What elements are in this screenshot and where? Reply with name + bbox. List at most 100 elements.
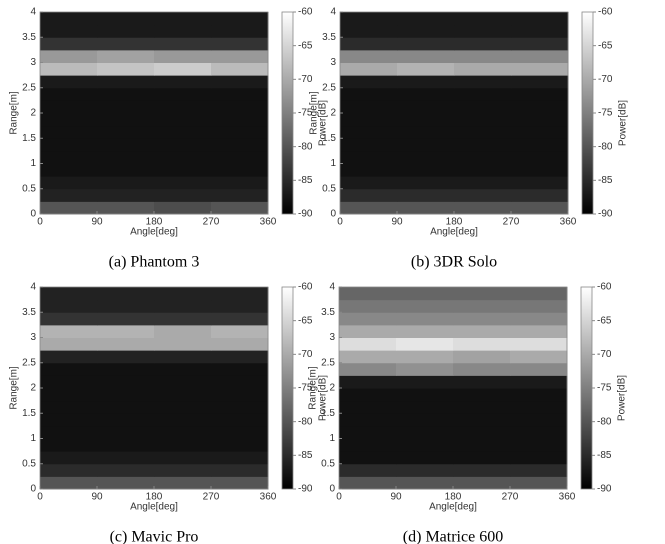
heatmap-cell (97, 125, 155, 139)
heatmap-cell (397, 150, 455, 164)
x-tick-label: 0 (336, 492, 342, 503)
heatmap-cell (97, 299, 155, 313)
heatmap-cell (510, 463, 568, 477)
x-tick-label: 360 (260, 492, 277, 503)
colorbar-tick-label: -70 (597, 349, 612, 360)
heatmap-cell (510, 299, 568, 313)
heatmap-cell (40, 476, 98, 490)
heatmap-cell (339, 287, 397, 301)
heatmap-cell (340, 150, 398, 164)
y-tick-label: 3.5 (22, 307, 36, 318)
heatmap-cell (397, 75, 455, 89)
x-tick-label: 360 (560, 217, 577, 228)
heatmap-cell (154, 138, 212, 152)
heatmap-cell (154, 312, 212, 326)
heatmap-cell (339, 324, 397, 338)
heatmap-cell (40, 388, 98, 402)
x-tick-label: 180 (146, 217, 163, 228)
heatmap-cell (510, 375, 568, 389)
heatmap-cell (97, 463, 155, 477)
heatmap-cell (154, 125, 212, 139)
heatmap-cell (40, 337, 98, 351)
x-tick-label: 360 (559, 492, 576, 503)
x-tick-label: 90 (390, 492, 402, 503)
heatmap-cell (453, 362, 511, 376)
heatmap-cell (97, 163, 155, 177)
heatmap-cell (211, 350, 269, 364)
heatmap-cell (339, 350, 397, 364)
heatmap-cell (40, 425, 98, 439)
heatmap-cell (40, 299, 98, 313)
heatmap-cell (211, 49, 269, 63)
heatmap-cell (511, 12, 569, 26)
heatmap-cell (339, 388, 397, 402)
heatmap-cell (453, 463, 511, 477)
heatmap-cell (97, 388, 155, 402)
heatmap-cell (97, 150, 155, 164)
y-axis-label: Range[m] (9, 366, 20, 410)
colorbar-label: Power[dB] (318, 100, 329, 146)
colorbar-tick-label: -65 (298, 315, 313, 326)
heatmap-cell (211, 100, 269, 114)
heatmap-cell (510, 312, 568, 326)
heatmap-cell (396, 350, 454, 364)
heatmap-cell (154, 37, 212, 51)
heatmap-cell (211, 375, 269, 389)
y-tick-label: 1 (30, 158, 36, 169)
heatmap-cell (396, 451, 454, 465)
heatmap-cell (339, 312, 397, 326)
heatmap-cell (154, 87, 212, 101)
heatmap-cell (40, 176, 98, 190)
heatmap-cell (154, 75, 212, 89)
heatmap-cell (40, 62, 98, 76)
heatmap-cell (40, 312, 98, 326)
y-tick-label: 0.5 (321, 458, 335, 469)
heatmap-cell (97, 75, 155, 89)
heatmap-cell (454, 12, 512, 26)
heatmap-cell (340, 113, 398, 127)
colorbar-tick-label: -80 (598, 141, 613, 152)
heatmap-cell (154, 12, 212, 26)
heatmap-cell (40, 125, 98, 139)
heatmap-cell (340, 100, 398, 114)
colorbar-tick-label: -90 (298, 209, 313, 220)
heatmap-cell (396, 287, 454, 301)
heatmap-cell (97, 113, 155, 127)
heatmap-cell (211, 176, 269, 190)
heatmap-cell (453, 438, 511, 452)
y-tick-label: 1 (329, 433, 335, 444)
heatmap-cell (211, 388, 269, 402)
heatmap-cell (211, 425, 269, 439)
heatmap-cell (397, 100, 455, 114)
heatmap-cell (40, 451, 98, 465)
heatmap-cell (211, 163, 269, 177)
heatmap-cell (211, 113, 269, 127)
y-tick-label: 2 (330, 108, 336, 119)
heatmap-cell (40, 375, 98, 389)
colorbar-label: Power[dB] (617, 375, 628, 421)
heatmap-cell (454, 150, 512, 164)
y-tick-label: 3.5 (322, 32, 336, 43)
colorbar-tick-label: -90 (298, 484, 313, 495)
y-tick-label: 0.5 (22, 183, 36, 194)
heatmap-cell (454, 37, 512, 51)
heatmap-cell (154, 463, 212, 477)
heatmap-cell (340, 24, 398, 38)
heatmap-cell (511, 37, 569, 51)
heatmap-cell (211, 24, 269, 38)
heatmap-cell (340, 188, 398, 202)
heatmap-cell (211, 188, 269, 202)
heatmap-cell (339, 337, 397, 351)
heatmap-cell (396, 425, 454, 439)
heatmap-cell (397, 138, 455, 152)
colorbar-tick-label: -90 (598, 209, 613, 220)
heatmap-cell (154, 150, 212, 164)
heatmap-cell (453, 451, 511, 465)
heatmap-cell (396, 388, 454, 402)
heatmap-cell (40, 362, 98, 376)
heatmap-cell (454, 62, 512, 76)
heatmap-cell (339, 413, 397, 427)
heatmap-cell (97, 100, 155, 114)
heatmap-cell (397, 12, 455, 26)
heatmap-cell (510, 388, 568, 402)
